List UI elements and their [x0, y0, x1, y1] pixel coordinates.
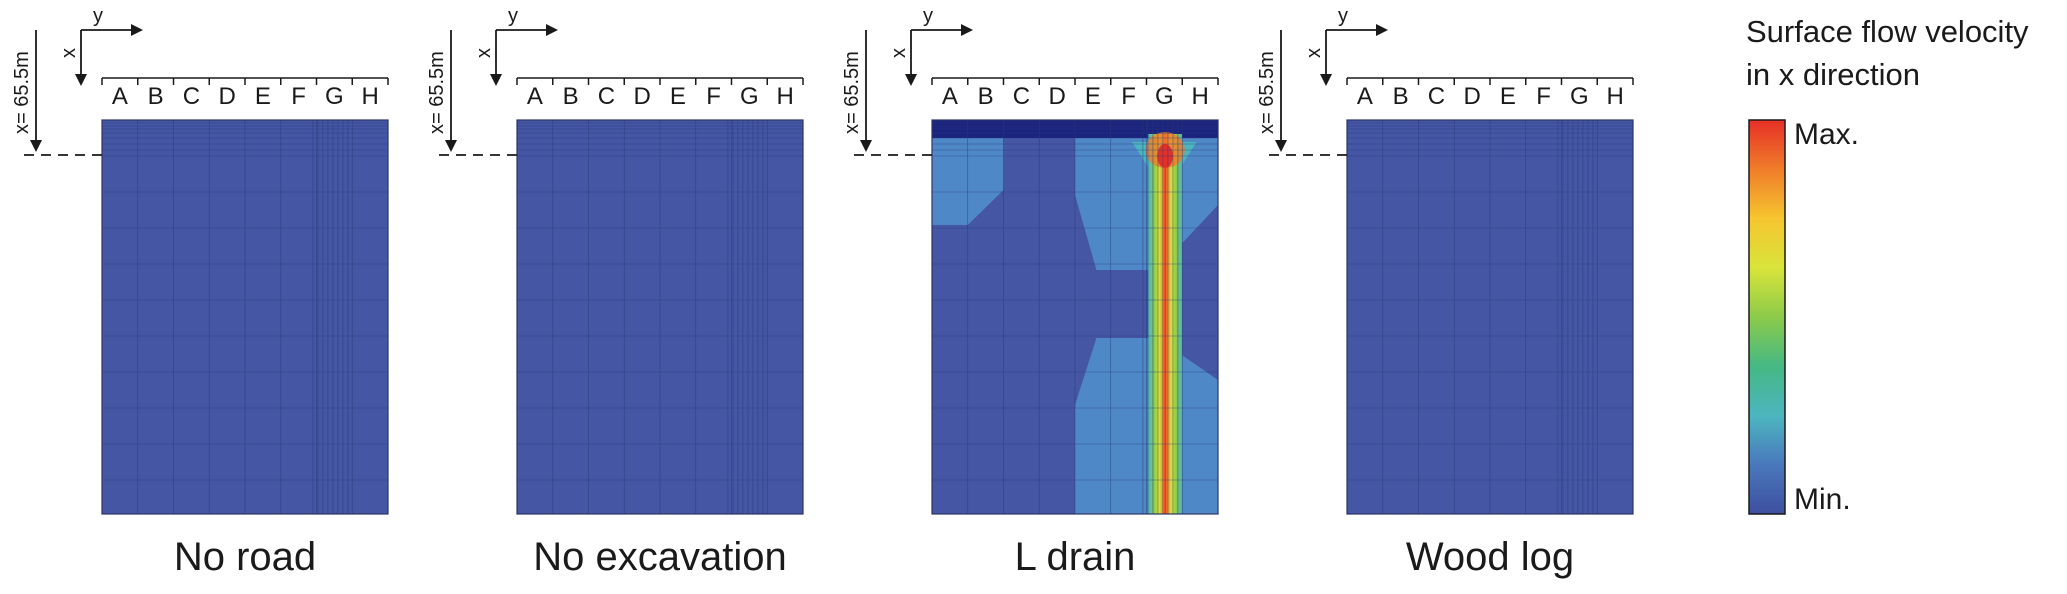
legend-title-line1: Surface flow velocity — [1746, 14, 2029, 49]
depth-arrow-head — [445, 140, 457, 152]
column-ruler — [516, 77, 804, 85]
y-arrow-head — [131, 24, 143, 36]
column-label-g: G — [1570, 83, 1589, 110]
x-axis-label: x — [473, 48, 495, 58]
column-label-e: E — [670, 83, 686, 110]
legend-colorbar — [1748, 119, 1786, 515]
column-label-e: E — [255, 83, 271, 110]
x-arrow-head — [490, 74, 502, 86]
column-label-d: D — [218, 83, 235, 110]
y-arrow-head — [546, 24, 558, 36]
legend-max-label: Max. — [1794, 118, 1860, 151]
axis-indicator — [80, 29, 133, 76]
panel-4: A B C D E F G Hx y x= 65.5m — [1256, 5, 1634, 515]
legend-title: Surface flow velocity in x direction — [1746, 10, 2029, 96]
x-arrow-head — [75, 74, 87, 86]
field-border — [1346, 119, 1634, 515]
column-label-d: D — [1048, 83, 1065, 110]
column-label-h: H — [1191, 83, 1208, 110]
depth-label: x= 65.5m — [1256, 51, 1278, 134]
column-label-a: A — [942, 83, 958, 110]
depth-marker — [24, 30, 102, 156]
panel-title-4: Wood log — [1405, 535, 1575, 579]
x-axis-label: x — [58, 48, 80, 58]
depth-arrow-head — [1275, 140, 1287, 152]
panel-3: A B C D E F G Hx y x= 65.5m — [841, 5, 1219, 515]
field-border — [516, 119, 804, 515]
y-axis-label: y — [508, 5, 518, 27]
x-axis-label: x — [888, 48, 910, 58]
column-label-g: G — [1155, 83, 1174, 110]
velocity-plume — [1148, 134, 1183, 514]
depth-marker — [854, 30, 932, 156]
axis-indicator — [495, 29, 548, 76]
column-label-c: C — [598, 83, 615, 110]
x-arrow-head — [1320, 74, 1332, 86]
column-ruler — [931, 77, 1219, 85]
panel-title-3: L drain — [1014, 535, 1136, 579]
depth-arrow-head — [860, 140, 872, 152]
column-label-a: A — [1357, 83, 1373, 110]
axis-indicator — [910, 29, 963, 76]
mesh-grid — [932, 120, 1218, 514]
panel-1: A B C D E F G Hx y x= 65.5m — [11, 5, 389, 515]
column-label-f: F — [1121, 83, 1136, 110]
column-label-g: G — [740, 83, 759, 110]
axis-indicator — [1325, 29, 1378, 76]
panel-title-1: No road — [173, 535, 317, 579]
column-label-d: D — [1463, 83, 1480, 110]
panel-title-2: No excavation — [533, 535, 787, 579]
depth-marker — [439, 30, 517, 156]
y-axis-label: y — [1338, 5, 1348, 27]
depth-label: x= 65.5m — [426, 51, 448, 134]
field-border — [931, 119, 1219, 515]
y-arrow-head — [961, 24, 973, 36]
legend-min-label: Min. — [1794, 483, 1851, 516]
depth-label: x= 65.5m — [841, 51, 863, 134]
field-border — [101, 119, 389, 515]
column-label-a: A — [112, 83, 128, 110]
column-label-f: F — [1536, 83, 1551, 110]
column-label-h: H — [1606, 83, 1623, 110]
column-label-h: H — [776, 83, 793, 110]
column-label-f: F — [291, 83, 306, 110]
column-ruler — [101, 77, 389, 85]
column-label-c: C — [1013, 83, 1030, 110]
y-axis-label: y — [93, 5, 103, 27]
column-label-b: B — [1393, 83, 1409, 110]
mesh-grid — [517, 120, 803, 514]
column-label-d: D — [633, 83, 650, 110]
x-axis-label: x — [1303, 48, 1325, 58]
column-label-c: C — [183, 83, 200, 110]
column-label-g: G — [325, 83, 344, 110]
mesh-grid — [1347, 120, 1633, 514]
legend — [1748, 119, 1786, 515]
x-arrow-head — [905, 74, 917, 86]
mesh-grid — [102, 120, 388, 514]
column-label-b: B — [978, 83, 994, 110]
y-arrow-head — [1376, 24, 1388, 36]
column-label-f: F — [706, 83, 721, 110]
column-label-h: H — [361, 83, 378, 110]
depth-marker — [1269, 30, 1347, 156]
panel-2: A B C D E F G Hx y x= 65.5m — [426, 5, 804, 515]
y-axis-label: y — [923, 5, 933, 27]
depth-arrow-head — [30, 140, 42, 152]
column-ruler — [1346, 77, 1634, 85]
column-label-b: B — [563, 83, 579, 110]
depth-label: x= 65.5m — [11, 51, 33, 134]
column-label-e: E — [1500, 83, 1516, 110]
column-label-e: E — [1085, 83, 1101, 110]
column-label-a: A — [527, 83, 543, 110]
column-label-c: C — [1428, 83, 1445, 110]
legend-title-line2: in x direction — [1746, 57, 1921, 92]
column-label-b: B — [148, 83, 164, 110]
